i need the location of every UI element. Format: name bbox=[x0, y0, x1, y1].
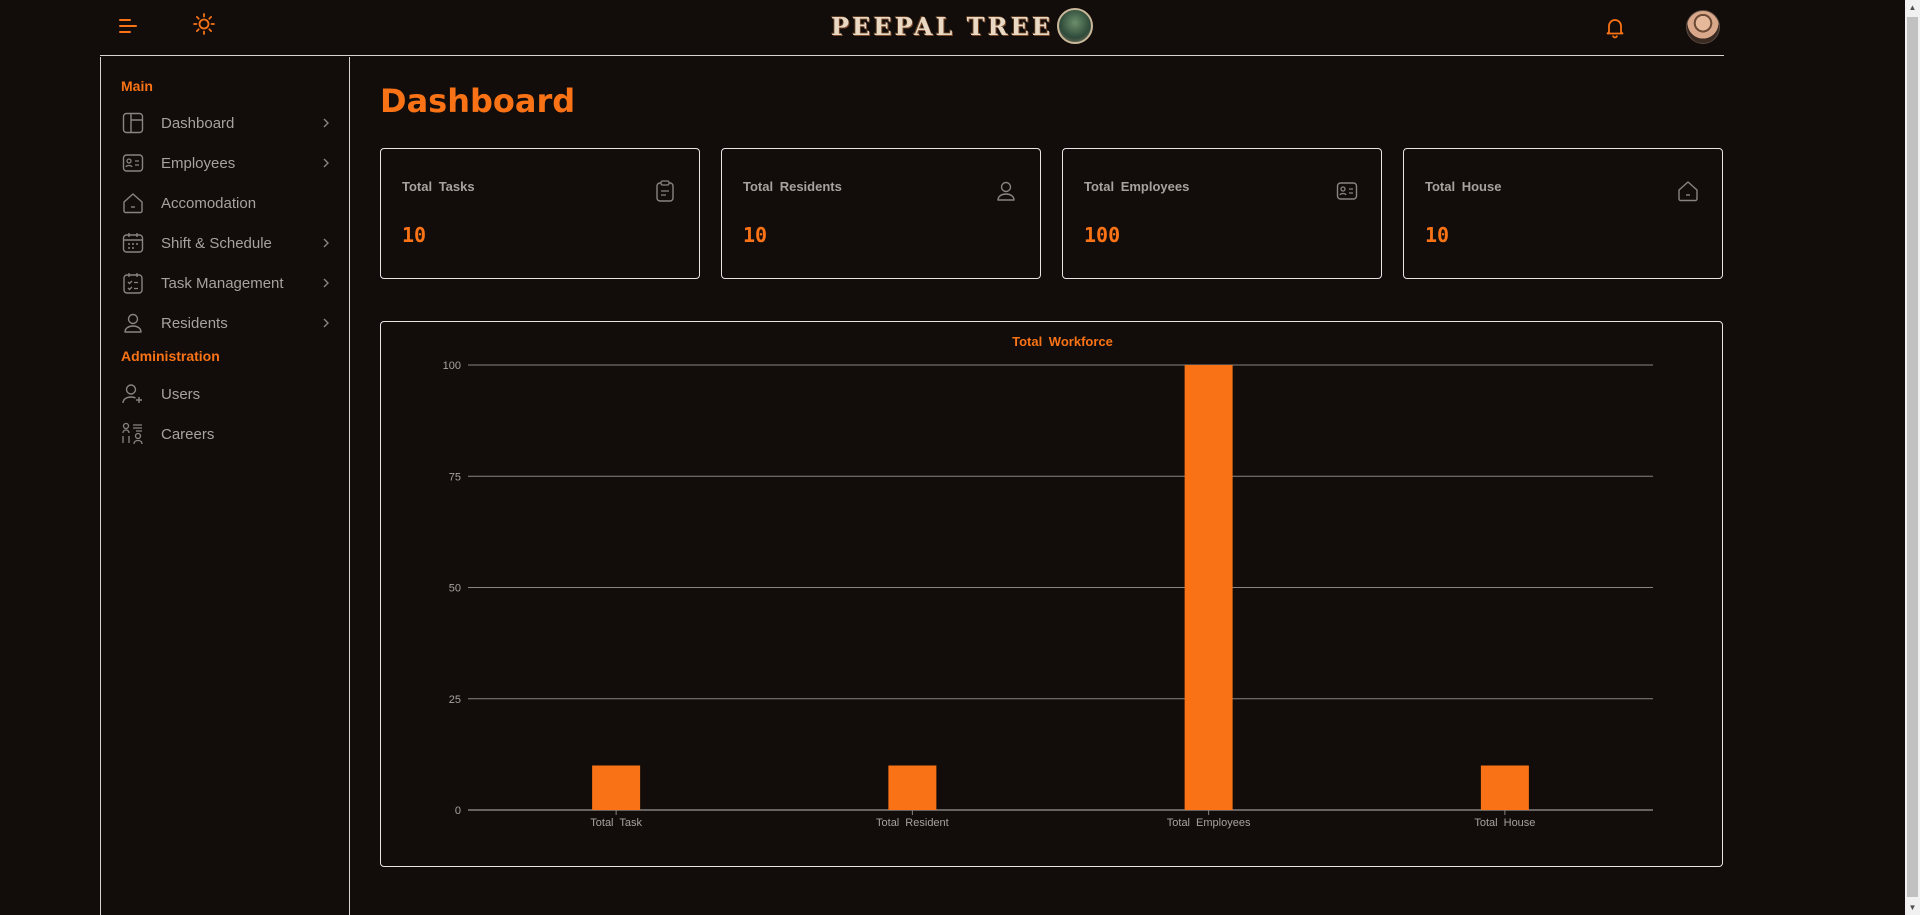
y-tick-label: 100 bbox=[443, 360, 461, 372]
brand-logo[interactable]: PEEPAL TREE bbox=[831, 6, 1094, 46]
sidebar-item-residents[interactable]: Residents bbox=[121, 307, 333, 339]
sidebar-item-label: Residents bbox=[161, 314, 228, 332]
brand-name: PEEPAL TREE bbox=[831, 11, 1054, 41]
home-icon bbox=[1676, 179, 1700, 203]
sidebar-item-label: Dashboard bbox=[161, 114, 235, 132]
id-card-icon bbox=[121, 151, 145, 175]
id-card-icon bbox=[1335, 179, 1359, 203]
y-tick-label: 0 bbox=[455, 805, 461, 817]
sun-icon[interactable] bbox=[192, 10, 216, 38]
x-tick-label: Total House bbox=[1474, 817, 1535, 829]
card-value: 10 bbox=[743, 223, 768, 247]
sidebar-item-task-management[interactable]: Task Management bbox=[121, 267, 333, 299]
sidebar-item-label: Task Management bbox=[161, 274, 284, 292]
chevron-right-icon bbox=[319, 156, 333, 170]
dashboard-icon bbox=[121, 111, 145, 135]
bar bbox=[1184, 365, 1233, 810]
clipboard-icon bbox=[653, 179, 677, 203]
page-title: Dashboard bbox=[380, 82, 576, 120]
x-tick-label: Total Task bbox=[590, 817, 642, 829]
scroll-up-arrow-icon[interactable]: ▲ bbox=[1908, 3, 1917, 12]
workforce-chart: Total Workforce 0 25 50 75 100 Total Task Total… bbox=[380, 321, 1723, 867]
card-label: Total Residents bbox=[743, 179, 842, 194]
sidebar-item-label: Careers bbox=[161, 425, 215, 443]
checklist-icon bbox=[121, 271, 145, 295]
card-value: 10 bbox=[402, 223, 427, 247]
card-value: 100 bbox=[1084, 223, 1121, 247]
bar bbox=[592, 765, 641, 810]
sidebar-item-label: Employees bbox=[161, 154, 236, 172]
user-icon bbox=[121, 311, 145, 335]
x-tick-label: Total Employees bbox=[1167, 817, 1251, 829]
stat-card-tasks[interactable]: Total Tasks 10 bbox=[380, 148, 700, 279]
user-icon bbox=[994, 179, 1018, 203]
chart-title: Total Workforce bbox=[1012, 334, 1113, 349]
sidebar-item-label: Users bbox=[161, 385, 201, 403]
tree-logo-icon bbox=[1057, 8, 1094, 44]
page-scrollbar[interactable]: ▲ ▼ bbox=[1905, 0, 1920, 915]
calendar-icon bbox=[121, 231, 145, 255]
scroll-down-arrow-icon[interactable]: ▼ bbox=[1908, 903, 1917, 912]
scrollbar-thumb[interactable] bbox=[1907, 17, 1918, 897]
x-tick-label: Total Resident bbox=[876, 817, 949, 829]
section-title-main: Main bbox=[121, 78, 153, 94]
top-bar: PEEPAL TREE bbox=[100, 0, 1724, 56]
stat-card-residents[interactable]: Total Residents 10 bbox=[721, 148, 1041, 279]
bar bbox=[888, 765, 937, 810]
bar-chart: Total Workforce 0 25 50 75 100 Total Task Total… bbox=[443, 334, 1653, 829]
stat-card-employees[interactable]: Total Employees 100 bbox=[1062, 148, 1382, 279]
sidebar-item-employees[interactable]: Employees bbox=[121, 147, 333, 179]
section-title-administration: Administration bbox=[121, 348, 220, 364]
bell-icon[interactable] bbox=[1600, 12, 1630, 42]
home-icon bbox=[121, 191, 145, 215]
sidebar-item-careers[interactable]: Careers bbox=[121, 418, 333, 450]
y-tick-label: 75 bbox=[449, 471, 461, 483]
careers-icon bbox=[121, 422, 145, 446]
chevron-right-icon bbox=[319, 316, 333, 330]
card-label: Total Employees bbox=[1084, 179, 1190, 194]
card-label: Total Tasks bbox=[402, 179, 475, 194]
sidebar-item-dashboard[interactable]: Dashboard bbox=[121, 107, 333, 139]
menu-icon[interactable] bbox=[114, 12, 142, 40]
card-value: 10 bbox=[1425, 223, 1450, 247]
y-tick-label: 25 bbox=[449, 694, 461, 706]
bar bbox=[1480, 765, 1529, 810]
chevron-right-icon bbox=[319, 116, 333, 130]
sidebar-item-shift-schedule[interactable]: Shift & Schedule bbox=[121, 227, 333, 259]
chevron-right-icon bbox=[319, 276, 333, 290]
chevron-right-icon bbox=[319, 236, 333, 250]
card-label: Total House bbox=[1425, 179, 1502, 194]
sidebar-item-users[interactable]: Users bbox=[121, 378, 333, 410]
sidebar: Main Dashboard Employees Accomodation Sh… bbox=[100, 57, 350, 915]
sidebar-item-label: Accomodation bbox=[161, 194, 257, 212]
user-plus-icon bbox=[121, 382, 145, 406]
y-tick-label: 50 bbox=[449, 583, 461, 595]
user-avatar[interactable] bbox=[1686, 10, 1720, 44]
sidebar-item-accomodation[interactable]: Accomodation bbox=[121, 187, 333, 219]
sidebar-item-label: Shift & Schedule bbox=[161, 234, 272, 252]
stat-card-house[interactable]: Total House 10 bbox=[1403, 148, 1723, 279]
